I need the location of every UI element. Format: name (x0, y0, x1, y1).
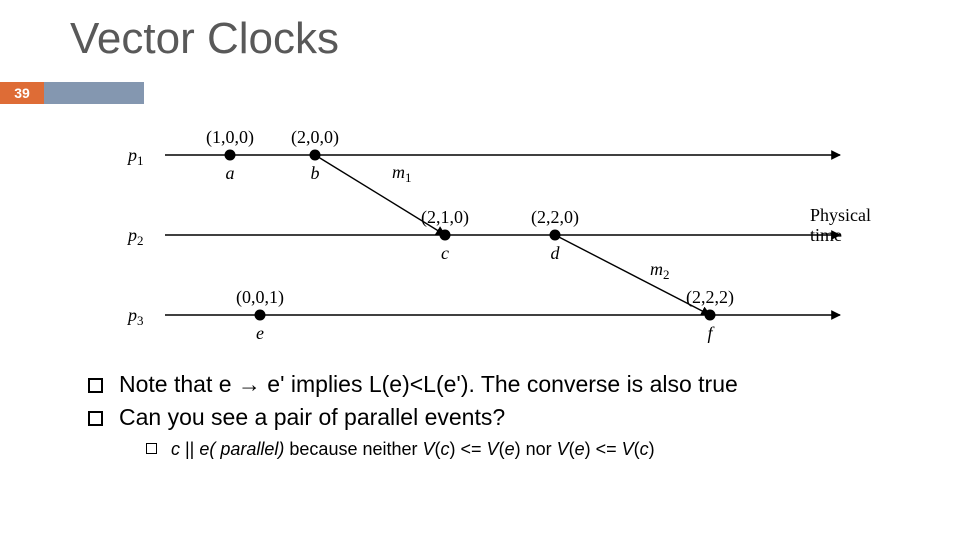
slide: Vector Clocks 39 p1 p2 p3 m1 m2 (1,0,0) a (2,0,… (0, 0, 960, 540)
svg-text:(2,1,0): (2,1,0) (421, 207, 469, 228)
svg-text:(2,2,0): (2,2,0) (531, 207, 579, 228)
vector-clock-diagram: p1 p2 p3 m1 m2 (1,0,0) a (2,0,0) b (2,1,0) c (2,2,0… (120, 110, 880, 355)
svg-text:p3: p3 (126, 305, 144, 328)
bullet-item: Can you see a pair of parallel events? (88, 403, 900, 432)
page-number: 39 (14, 85, 30, 101)
bullet-item: Note that e → e' implies L(e)<L(e'). The… (88, 370, 900, 399)
svg-text:time: time (810, 225, 842, 245)
page-number-box: 39 (0, 82, 44, 104)
svg-text:(2,0,0): (2,0,0) (291, 127, 339, 148)
sub-bullet-text: c || e( parallel) because neither V(c) <… (171, 438, 900, 461)
svg-text:f: f (707, 323, 715, 343)
svg-text:b: b (311, 163, 320, 183)
svg-text:p1: p1 (126, 145, 144, 168)
bullet-text: Note that e → e' implies L(e)<L(e'). The… (119, 370, 900, 399)
svg-text:(2,2,2): (2,2,2) (686, 287, 734, 308)
svg-text:e: e (256, 323, 264, 343)
svg-text:m2: m2 (650, 259, 670, 282)
svg-text:p2: p2 (126, 225, 144, 248)
bullet-list: Note that e → e' implies L(e)<L(e'). The… (88, 370, 900, 460)
slide-title: Vector Clocks (70, 14, 339, 64)
svg-text:d: d (551, 243, 561, 263)
accent-bar (44, 82, 144, 104)
sub-bullet-item: c || e( parallel) because neither V(c) <… (146, 438, 900, 461)
svg-text:(1,0,0): (1,0,0) (206, 127, 254, 148)
svg-text:Physical: Physical (810, 205, 871, 225)
bullet-marker-icon (146, 443, 157, 454)
bullet-marker-icon (88, 411, 103, 426)
sub-bullet-list: c || e( parallel) because neither V(c) <… (146, 438, 900, 461)
svg-text:(0,0,1): (0,0,1) (236, 287, 284, 308)
svg-text:m1: m1 (392, 162, 412, 185)
svg-text:c: c (441, 243, 449, 263)
svg-text:a: a (226, 163, 235, 183)
bullet-marker-icon (88, 378, 103, 393)
bullet-text: Can you see a pair of parallel events? (119, 403, 900, 432)
